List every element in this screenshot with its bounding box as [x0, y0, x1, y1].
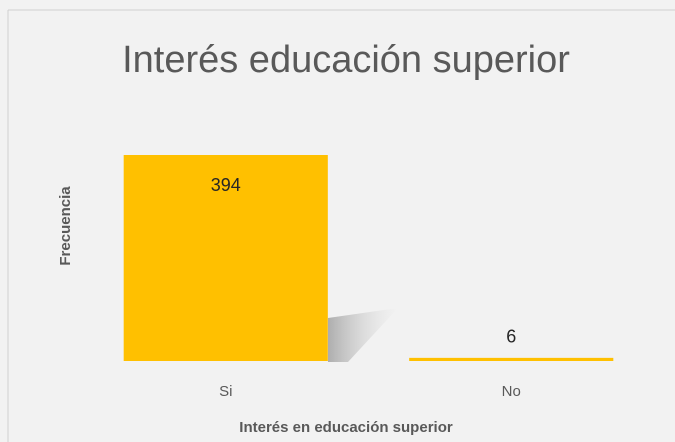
x-tick-label: Si [219, 383, 232, 400]
bar [123, 155, 328, 361]
x-axis-label: Interés en educación superior [239, 419, 453, 436]
y-axis-label: Frecuencia [57, 186, 74, 266]
data-label: 6 [506, 327, 516, 347]
bar [409, 357, 614, 361]
bar-shadow [328, 308, 398, 362]
chart-title: Interés educación superior [122, 39, 570, 81]
data-label: 394 [211, 175, 241, 195]
x-tick-label: No [502, 383, 521, 400]
